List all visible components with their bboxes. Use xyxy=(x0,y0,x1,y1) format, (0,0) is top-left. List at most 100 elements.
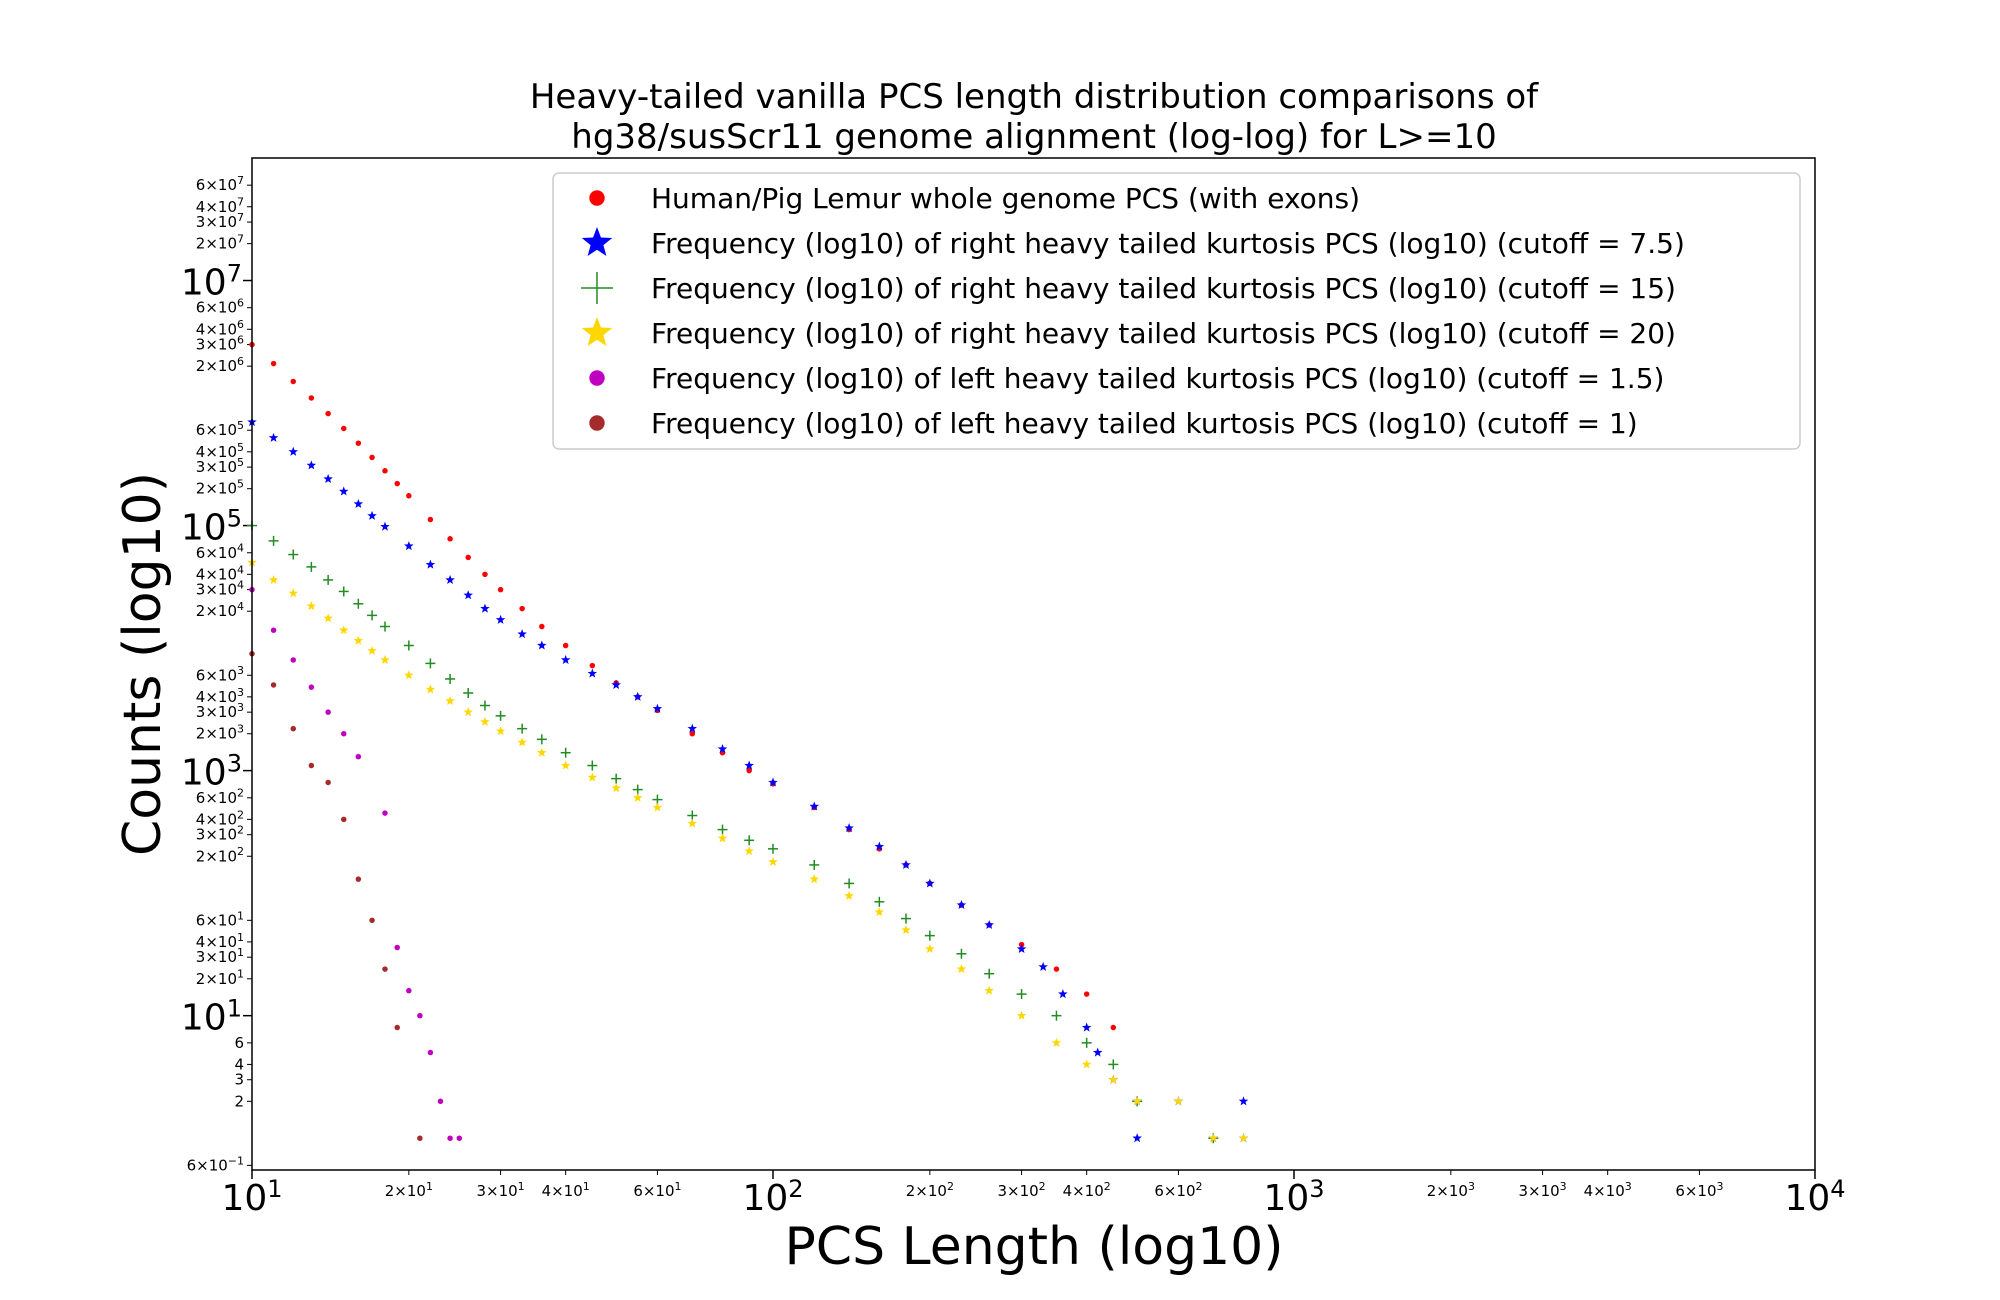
data-point xyxy=(367,510,377,520)
data-point xyxy=(874,896,885,907)
data-point xyxy=(394,480,400,487)
data-point xyxy=(325,779,331,786)
legend-marker xyxy=(589,415,605,431)
series-2 xyxy=(247,417,1249,1143)
data-point xyxy=(268,574,279,584)
data-point xyxy=(537,640,547,650)
data-point xyxy=(382,468,388,474)
data-point xyxy=(517,723,528,734)
legend-marker xyxy=(589,370,605,386)
data-point xyxy=(425,684,436,694)
data-point xyxy=(1038,961,1048,971)
data-point xyxy=(480,716,490,726)
data-point xyxy=(379,621,390,632)
y-minor-tick-label: 3 xyxy=(234,1071,244,1089)
data-point xyxy=(369,917,375,924)
y-minor-tick-label: 4 xyxy=(234,1055,244,1073)
legend-label: Frequency (log10) of right heavy tailed … xyxy=(651,272,1676,305)
x-minor-tick-label: 4×102 xyxy=(1063,1180,1111,1200)
data-point xyxy=(611,783,621,793)
data-point xyxy=(984,985,994,995)
data-point xyxy=(445,574,455,584)
x-major-tick-label: 103 xyxy=(1263,1175,1324,1219)
data-point xyxy=(901,925,911,935)
data-point xyxy=(353,635,364,645)
data-point xyxy=(874,841,885,851)
data-point xyxy=(288,588,299,598)
data-point xyxy=(456,1135,463,1141)
y-minor-tick-label: 6×105 xyxy=(196,419,244,439)
chart-title-line-2: hg38/susScr11 genome alignment (log-log)… xyxy=(571,117,1496,157)
data-point xyxy=(744,760,754,770)
data-point xyxy=(340,816,347,823)
data-point xyxy=(290,657,297,663)
y-major-tick-label: 101 xyxy=(181,994,242,1038)
y-minor-tick-label: 3×101 xyxy=(196,946,244,966)
legend-item-4: Frequency (log10) of right heavy tailed … xyxy=(581,317,1676,350)
y-minor-tick-label: 4×104 xyxy=(196,563,244,583)
data-point xyxy=(632,792,643,802)
data-point xyxy=(323,473,333,484)
legend-marker xyxy=(589,190,605,206)
data-point xyxy=(560,654,571,665)
data-point xyxy=(809,874,820,884)
data-point xyxy=(353,598,364,609)
y-minor-tick-label: 3×102 xyxy=(196,824,244,844)
data-point xyxy=(290,725,297,732)
data-point xyxy=(1132,1133,1142,1143)
y-minor-tick-label: 3×103 xyxy=(196,701,244,721)
series-5 xyxy=(249,586,463,1141)
data-point xyxy=(562,642,569,649)
data-point xyxy=(809,859,820,870)
data-point xyxy=(437,1098,444,1105)
y-minor-tick-label: 3×105 xyxy=(196,456,244,476)
data-point xyxy=(268,432,279,442)
x-major-tick-label: 102 xyxy=(742,1175,803,1219)
y-minor-tick-label: 2×102 xyxy=(196,845,244,865)
legend-item-1: Human/Pig Lemur whole genome PCS (with e… xyxy=(589,182,1360,215)
data-point xyxy=(925,944,935,954)
data-point xyxy=(427,1049,434,1056)
data-point xyxy=(380,654,390,665)
data-point xyxy=(924,930,935,941)
data-point xyxy=(290,378,297,385)
data-point xyxy=(517,737,527,747)
x-minor-tick-label: 6×103 xyxy=(1675,1180,1723,1200)
y-minor-tick-label: 3×106 xyxy=(196,334,244,354)
data-point xyxy=(689,730,696,737)
data-point xyxy=(984,968,995,979)
data-point xyxy=(1081,1037,1092,1048)
y-major-tick-label: 107 xyxy=(181,259,242,303)
data-point xyxy=(844,823,854,833)
data-point xyxy=(306,460,317,470)
x-axis-label: PCS Length (log10) xyxy=(784,1217,1283,1277)
data-point xyxy=(1208,1133,1219,1143)
data-point xyxy=(288,446,299,456)
data-point xyxy=(687,818,698,828)
x-minor-tick-label: 6×101 xyxy=(633,1180,681,1200)
data-point xyxy=(717,833,728,843)
y-minor-tick-label: 6×106 xyxy=(196,297,244,317)
data-point xyxy=(956,964,967,974)
data-point xyxy=(900,913,911,924)
x-minor-tick-label: 3×102 xyxy=(997,1180,1045,1200)
data-point xyxy=(445,696,455,706)
data-point xyxy=(589,662,596,669)
data-point xyxy=(687,723,698,733)
data-point xyxy=(844,878,855,889)
x-major-tick-label: 104 xyxy=(1784,1175,1845,1219)
data-point xyxy=(355,753,362,760)
data-point xyxy=(956,900,967,910)
y-major-tick-label: 105 xyxy=(181,504,242,548)
data-point xyxy=(355,440,362,446)
data-point xyxy=(306,561,317,572)
data-point xyxy=(1083,991,1090,997)
data-point xyxy=(340,425,347,432)
legend-label: Frequency (log10) of left heavy tailed k… xyxy=(651,407,1638,440)
data-point xyxy=(744,835,755,846)
legend-item-6: Frequency (log10) of left heavy tailed k… xyxy=(589,407,1638,440)
data-point xyxy=(306,601,317,611)
data-point xyxy=(1016,989,1027,1000)
data-point xyxy=(560,747,571,758)
x-minor-tick-label: 2×101 xyxy=(385,1180,433,1200)
